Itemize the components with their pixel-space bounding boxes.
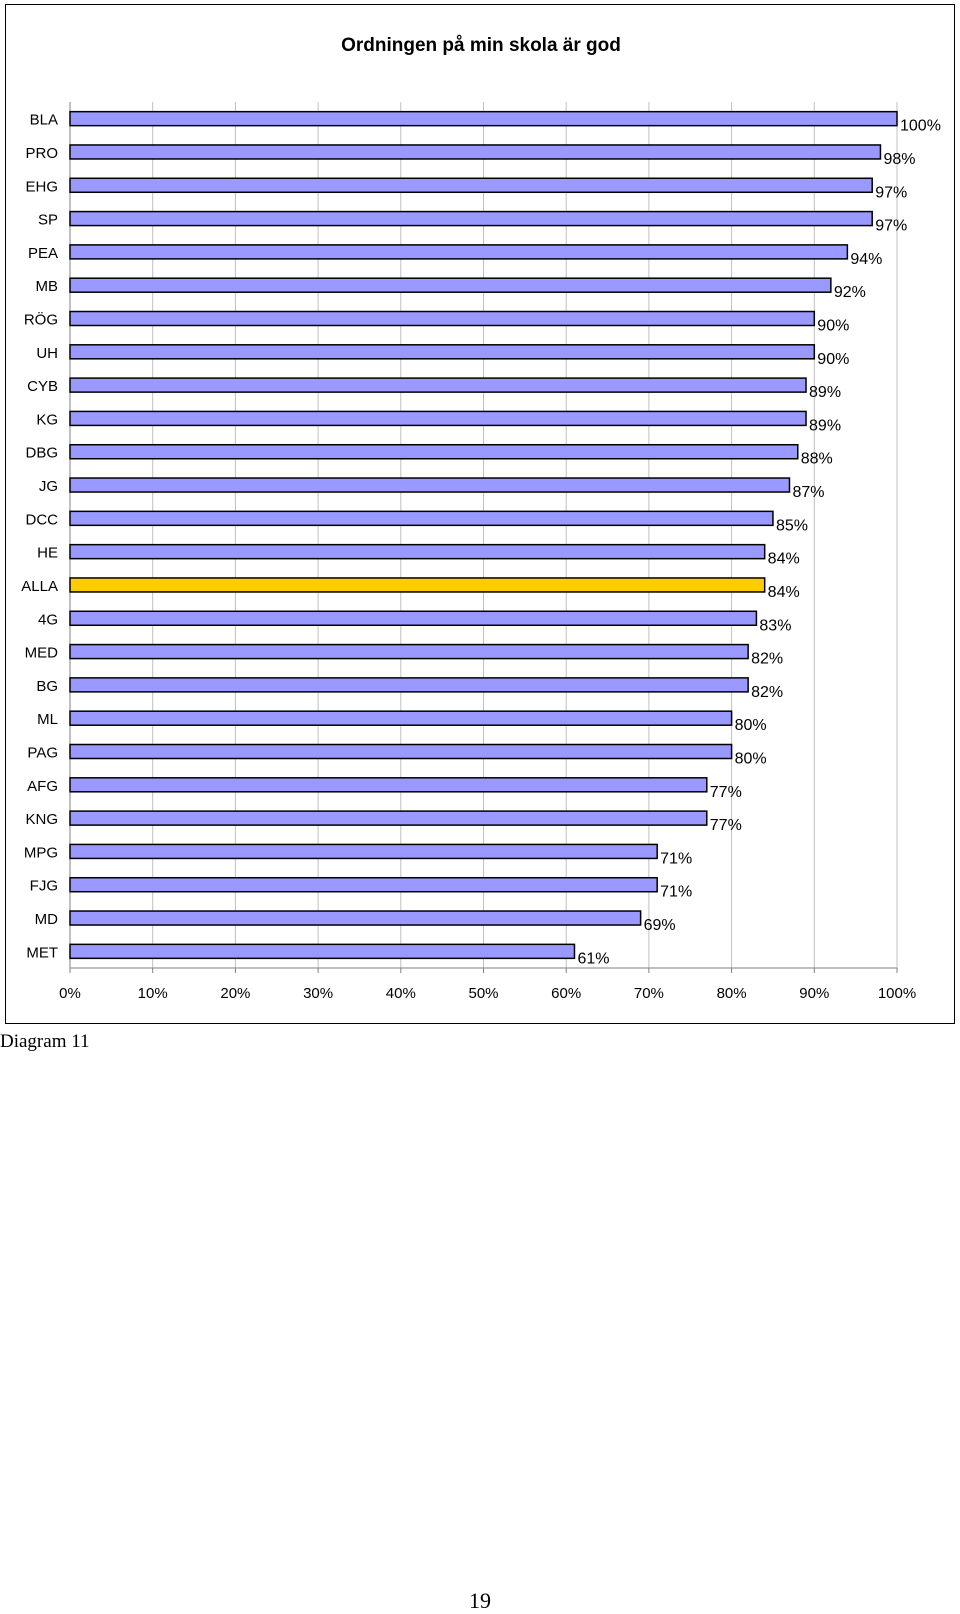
x-tick-label: 0%	[59, 985, 81, 1002]
category-label: 4G	[38, 611, 58, 628]
bar	[69, 610, 758, 627]
x-tick-label: 80%	[717, 985, 747, 1002]
bar	[69, 144, 882, 160]
category-label: JG	[39, 478, 58, 495]
bar	[69, 277, 832, 293]
data-label: 97%	[875, 184, 907, 201]
bar	[69, 543, 766, 560]
bar	[69, 510, 774, 527]
bar	[69, 177, 873, 194]
category-label: BLA	[30, 112, 58, 129]
category-label: MPG	[24, 844, 58, 861]
category-label: DBG	[25, 445, 58, 462]
bar	[69, 677, 749, 693]
category-label: KNG	[25, 811, 58, 828]
data-label: 82%	[751, 684, 783, 701]
category-label: AFG	[27, 778, 58, 795]
x-tick-label: 60%	[551, 985, 581, 1002]
category-label: PAG	[27, 745, 58, 762]
data-label: 71%	[660, 850, 692, 867]
bar	[69, 210, 873, 227]
data-label: 84%	[768, 551, 800, 568]
category-label: MED	[25, 645, 59, 662]
bar	[69, 244, 849, 260]
data-label: 77%	[710, 817, 742, 834]
bar	[69, 577, 766, 593]
category-label: DCC	[26, 511, 59, 528]
data-label: 94%	[850, 251, 882, 268]
data-label: 80%	[735, 751, 767, 768]
bar	[69, 743, 733, 760]
category-label: FJG	[30, 878, 58, 895]
bar	[69, 943, 576, 960]
chart-frame: Ordningen på min skola är god 0% 10% 20% 30…	[5, 4, 955, 1024]
category-label: EHG	[25, 178, 58, 195]
bar	[69, 344, 816, 360]
category-label: HE	[37, 545, 58, 562]
category-label: BG	[36, 678, 58, 695]
category-label: MET	[26, 944, 58, 961]
data-label: 100%	[900, 118, 941, 135]
x-tick-label: 50%	[468, 985, 498, 1002]
category-label: CYB	[27, 378, 58, 395]
data-label: 84%	[768, 584, 800, 601]
data-label: 77%	[710, 784, 742, 801]
figure-caption: Diagram 11	[0, 1031, 90, 1052]
data-label: 83%	[759, 617, 791, 634]
data-label: 88%	[801, 451, 833, 468]
x-tick-label: 30%	[303, 985, 333, 1002]
data-label: 87%	[792, 484, 824, 501]
bar	[69, 443, 799, 460]
x-tick-label: 90%	[799, 985, 829, 1002]
x-tick-label: 20%	[220, 985, 250, 1002]
bar	[69, 410, 807, 427]
bar	[69, 910, 642, 926]
bar	[69, 843, 658, 860]
data-label: 82%	[751, 651, 783, 668]
bar	[69, 876, 658, 893]
page-number: 19	[469, 1588, 491, 1613]
bar	[69, 643, 749, 660]
category-label: SP	[38, 212, 58, 229]
data-label: 89%	[809, 384, 841, 401]
chart-title: Ordningen på min skola är god	[341, 35, 621, 56]
data-label: 85%	[776, 517, 808, 534]
bar	[69, 310, 816, 327]
category-label: PRO	[25, 145, 58, 162]
x-tick-label: 10%	[138, 985, 168, 1002]
category-label: RÖG	[24, 311, 58, 329]
data-label: 71%	[660, 884, 692, 901]
bar	[69, 810, 708, 826]
category-label: ALLA	[21, 578, 58, 595]
bar-chart: 0% 10% 20% 30% 40% 50% 60% 70% 80% 90% 100% BLA 100%…	[21, 102, 941, 1002]
category-label: UH	[36, 345, 58, 362]
data-label: 92%	[834, 284, 866, 301]
category-label: MD	[35, 911, 58, 928]
data-label: 69%	[644, 917, 676, 934]
data-label: 61%	[577, 950, 609, 967]
data-label: 98%	[883, 151, 915, 168]
x-tick-label: 70%	[634, 985, 664, 1002]
category-label: KG	[36, 411, 58, 428]
x-tick-label: 100%	[878, 985, 916, 1002]
category-label: MB	[36, 278, 59, 295]
data-label: 90%	[817, 351, 849, 368]
category-label: PEA	[28, 245, 58, 262]
data-label: 97%	[875, 218, 907, 235]
data-label: 89%	[809, 417, 841, 434]
bar	[69, 777, 708, 793]
bar	[69, 477, 791, 493]
category-label: ML	[37, 711, 58, 728]
bar	[69, 710, 733, 726]
x-tick-label: 40%	[386, 985, 416, 1002]
bar	[69, 110, 898, 127]
data-label: 80%	[735, 717, 767, 734]
bar	[69, 377, 807, 393]
data-label: 90%	[817, 318, 849, 335]
